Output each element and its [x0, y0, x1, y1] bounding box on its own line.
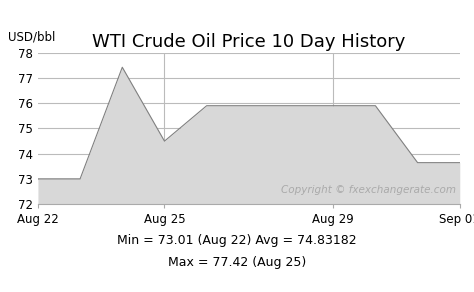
Text: Max = 77.42 (Aug 25): Max = 77.42 (Aug 25) — [168, 256, 306, 269]
Title: WTI Crude Oil Price 10 Day History: WTI Crude Oil Price 10 Day History — [92, 33, 406, 51]
Text: Copyright © fxexchangerate.com: Copyright © fxexchangerate.com — [281, 185, 456, 195]
Text: Min = 73.01 (Aug 22) Avg = 74.83182: Min = 73.01 (Aug 22) Avg = 74.83182 — [117, 234, 357, 247]
Text: USD/bbl: USD/bbl — [9, 30, 56, 44]
